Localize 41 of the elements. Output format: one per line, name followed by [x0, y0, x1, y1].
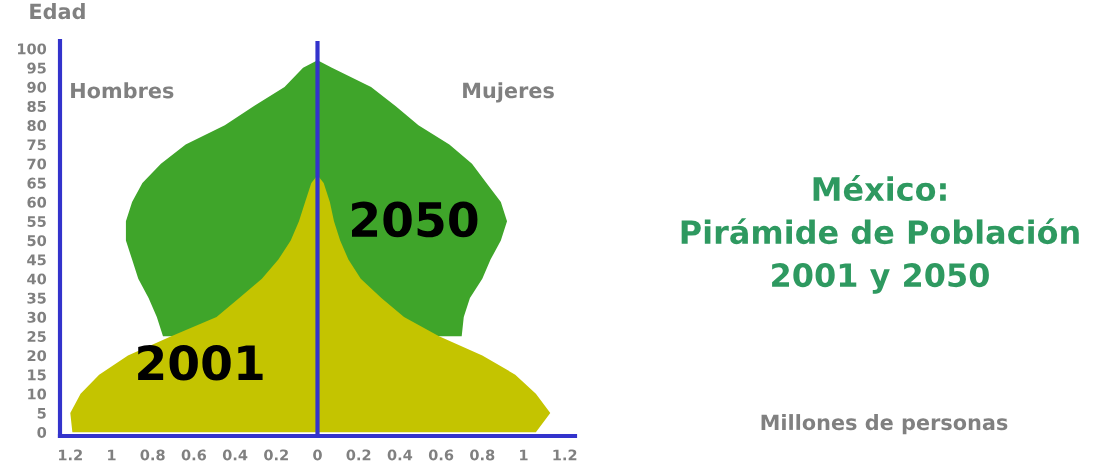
y-tick-label: 10 [28, 388, 47, 400]
x-tick-label: 0.2 [346, 449, 371, 461]
y-tick-label: 5 [37, 407, 46, 419]
y-tick-label: 30 [27, 311, 47, 323]
y-tick-label: 80 [27, 120, 47, 132]
y-tick-label: 0 [37, 426, 47, 438]
x-tick-label: 0.8 [140, 449, 165, 461]
y-tick-label: 15 [28, 369, 46, 381]
y-tick-label: 65 [27, 177, 46, 189]
y-tick-label: 35 [27, 292, 46, 304]
annotation: Hombres [71, 82, 174, 99]
y-tick-label: 55 [27, 216, 46, 227]
y-tick-label: 40 [27, 273, 47, 285]
y-tick-label: 95 [27, 62, 46, 74]
x-tick-label: 0.6 [181, 449, 207, 461]
y-tick-label: 60 [27, 196, 47, 208]
x-tick-label: 0.6 [428, 449, 454, 461]
series-label: 2001 [138, 344, 263, 381]
x-tick-label: 0 [313, 449, 322, 461]
x-tick-label: 0.4 [387, 449, 413, 461]
x-tick-label: 1 [108, 449, 116, 461]
text: Millones de personas [761, 414, 1008, 435]
y-tick-label: 100 [18, 43, 47, 55]
y-tick-label: 85 [27, 100, 46, 112]
text: México: Pirámide de Población 2001 y 2050 [681, 175, 1079, 294]
x-tick-label: 0.8 [470, 449, 495, 461]
x-tick-label: 0.4 [222, 449, 248, 461]
x-tick-label: 1.2 [59, 449, 82, 461]
y-axis-title: Edad [30, 3, 85, 20]
y-tick-label: 90 [27, 81, 47, 93]
series-label: 2050 [352, 201, 478, 238]
y-tick-label: 25 [27, 331, 46, 343]
y-tick-label: 75 [27, 139, 46, 151]
annotation: Mujeres [463, 82, 554, 103]
y-tick-label: 20 [27, 350, 47, 362]
y-tick-label: 50 [27, 235, 47, 247]
x-tick-label: 0.2 [264, 449, 288, 461]
y-tick-label: 45 [27, 254, 46, 266]
y-tick-label: 70 [27, 158, 47, 170]
x-tick-label: 1.2 [553, 449, 577, 461]
x-tick-label: 1 [520, 449, 528, 461]
